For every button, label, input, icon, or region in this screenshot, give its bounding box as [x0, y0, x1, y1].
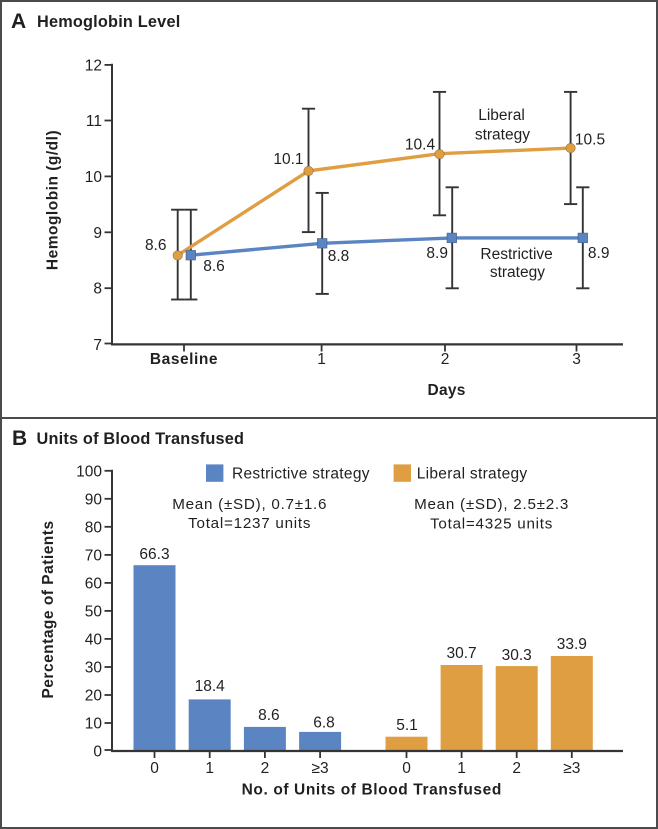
svg-text:Restrictive: Restrictive [480, 246, 552, 263]
svg-text:10.4: 10.4 [405, 137, 436, 154]
svg-text:8.9: 8.9 [426, 245, 448, 262]
svg-text:2: 2 [261, 760, 270, 777]
svg-text:80: 80 [85, 519, 103, 536]
svg-text:3: 3 [572, 351, 581, 368]
svg-text:30.7: 30.7 [447, 645, 477, 662]
svg-text:20: 20 [85, 688, 103, 705]
svg-text:70: 70 [85, 547, 103, 564]
svg-text:11: 11 [86, 113, 102, 130]
svg-text:2: 2 [512, 760, 521, 777]
svg-text:10.1: 10.1 [273, 151, 303, 168]
svg-text:12: 12 [85, 57, 102, 74]
svg-text:8.6: 8.6 [258, 707, 280, 724]
svg-text:≥3: ≥3 [312, 760, 329, 777]
svg-text:Liberal strategy: Liberal strategy [417, 466, 528, 483]
svg-text:≥3: ≥3 [563, 760, 580, 777]
svg-text:Baseline: Baseline [150, 351, 218, 368]
svg-text:66.3: 66.3 [139, 546, 169, 563]
svg-text:100: 100 [76, 463, 102, 480]
svg-text:Liberal: Liberal [478, 107, 525, 124]
svg-text:Total=1237 units: Total=1237 units [188, 515, 311, 532]
svg-text:1: 1 [317, 351, 326, 368]
svg-text:Hemoglobin (g/dl): Hemoglobin (g/dl) [45, 130, 62, 270]
svg-text:1: 1 [205, 760, 214, 777]
svg-text:strategy: strategy [475, 127, 530, 144]
svg-text:Total=4325 units: Total=4325 units [430, 516, 553, 533]
svg-text:A: A [11, 10, 26, 33]
svg-text:Restrictive strategy: Restrictive strategy [232, 466, 370, 483]
svg-text:18.4: 18.4 [195, 678, 226, 695]
svg-text:0: 0 [93, 744, 102, 761]
svg-text:8.6: 8.6 [203, 258, 225, 275]
svg-text:9: 9 [93, 225, 102, 242]
svg-text:50: 50 [85, 603, 103, 620]
svg-text:Hemoglobin Level: Hemoglobin Level [37, 13, 180, 31]
svg-text:8.6: 8.6 [145, 237, 167, 254]
svg-text:Days: Days [427, 382, 465, 399]
svg-text:0: 0 [402, 760, 411, 777]
svg-text:6.8: 6.8 [313, 715, 335, 732]
svg-text:0: 0 [150, 760, 159, 777]
svg-text:30: 30 [85, 660, 103, 677]
svg-text:5.1: 5.1 [396, 717, 418, 734]
svg-text:10: 10 [85, 169, 103, 186]
svg-text:strategy: strategy [490, 264, 545, 281]
svg-text:40: 40 [85, 631, 103, 648]
svg-text:Units of Blood Transfused: Units of Blood Transfused [37, 430, 245, 448]
svg-text:7: 7 [93, 337, 102, 354]
svg-text:60: 60 [85, 575, 103, 592]
svg-text:33.9: 33.9 [557, 636, 587, 653]
svg-text:2: 2 [441, 351, 450, 368]
svg-text:8.8: 8.8 [328, 248, 350, 265]
svg-text:10: 10 [85, 716, 103, 733]
svg-text:8: 8 [93, 281, 102, 298]
svg-text:No. of Units of Blood Transfus: No. of Units of Blood Transfused [242, 782, 502, 799]
svg-text:10.5: 10.5 [575, 132, 605, 149]
svg-text:B: B [12, 427, 27, 450]
svg-text:90: 90 [85, 491, 103, 508]
svg-text:Mean (±SD), 2.5±2.3: Mean (±SD), 2.5±2.3 [414, 496, 569, 513]
svg-text:1: 1 [457, 760, 466, 777]
svg-text:Percentage of Patients: Percentage of Patients [40, 520, 57, 698]
svg-text:Mean (±SD), 0.7±1.6: Mean (±SD), 0.7±1.6 [172, 496, 327, 513]
svg-text:8.9: 8.9 [588, 245, 610, 262]
svg-text:30.3: 30.3 [502, 647, 532, 664]
